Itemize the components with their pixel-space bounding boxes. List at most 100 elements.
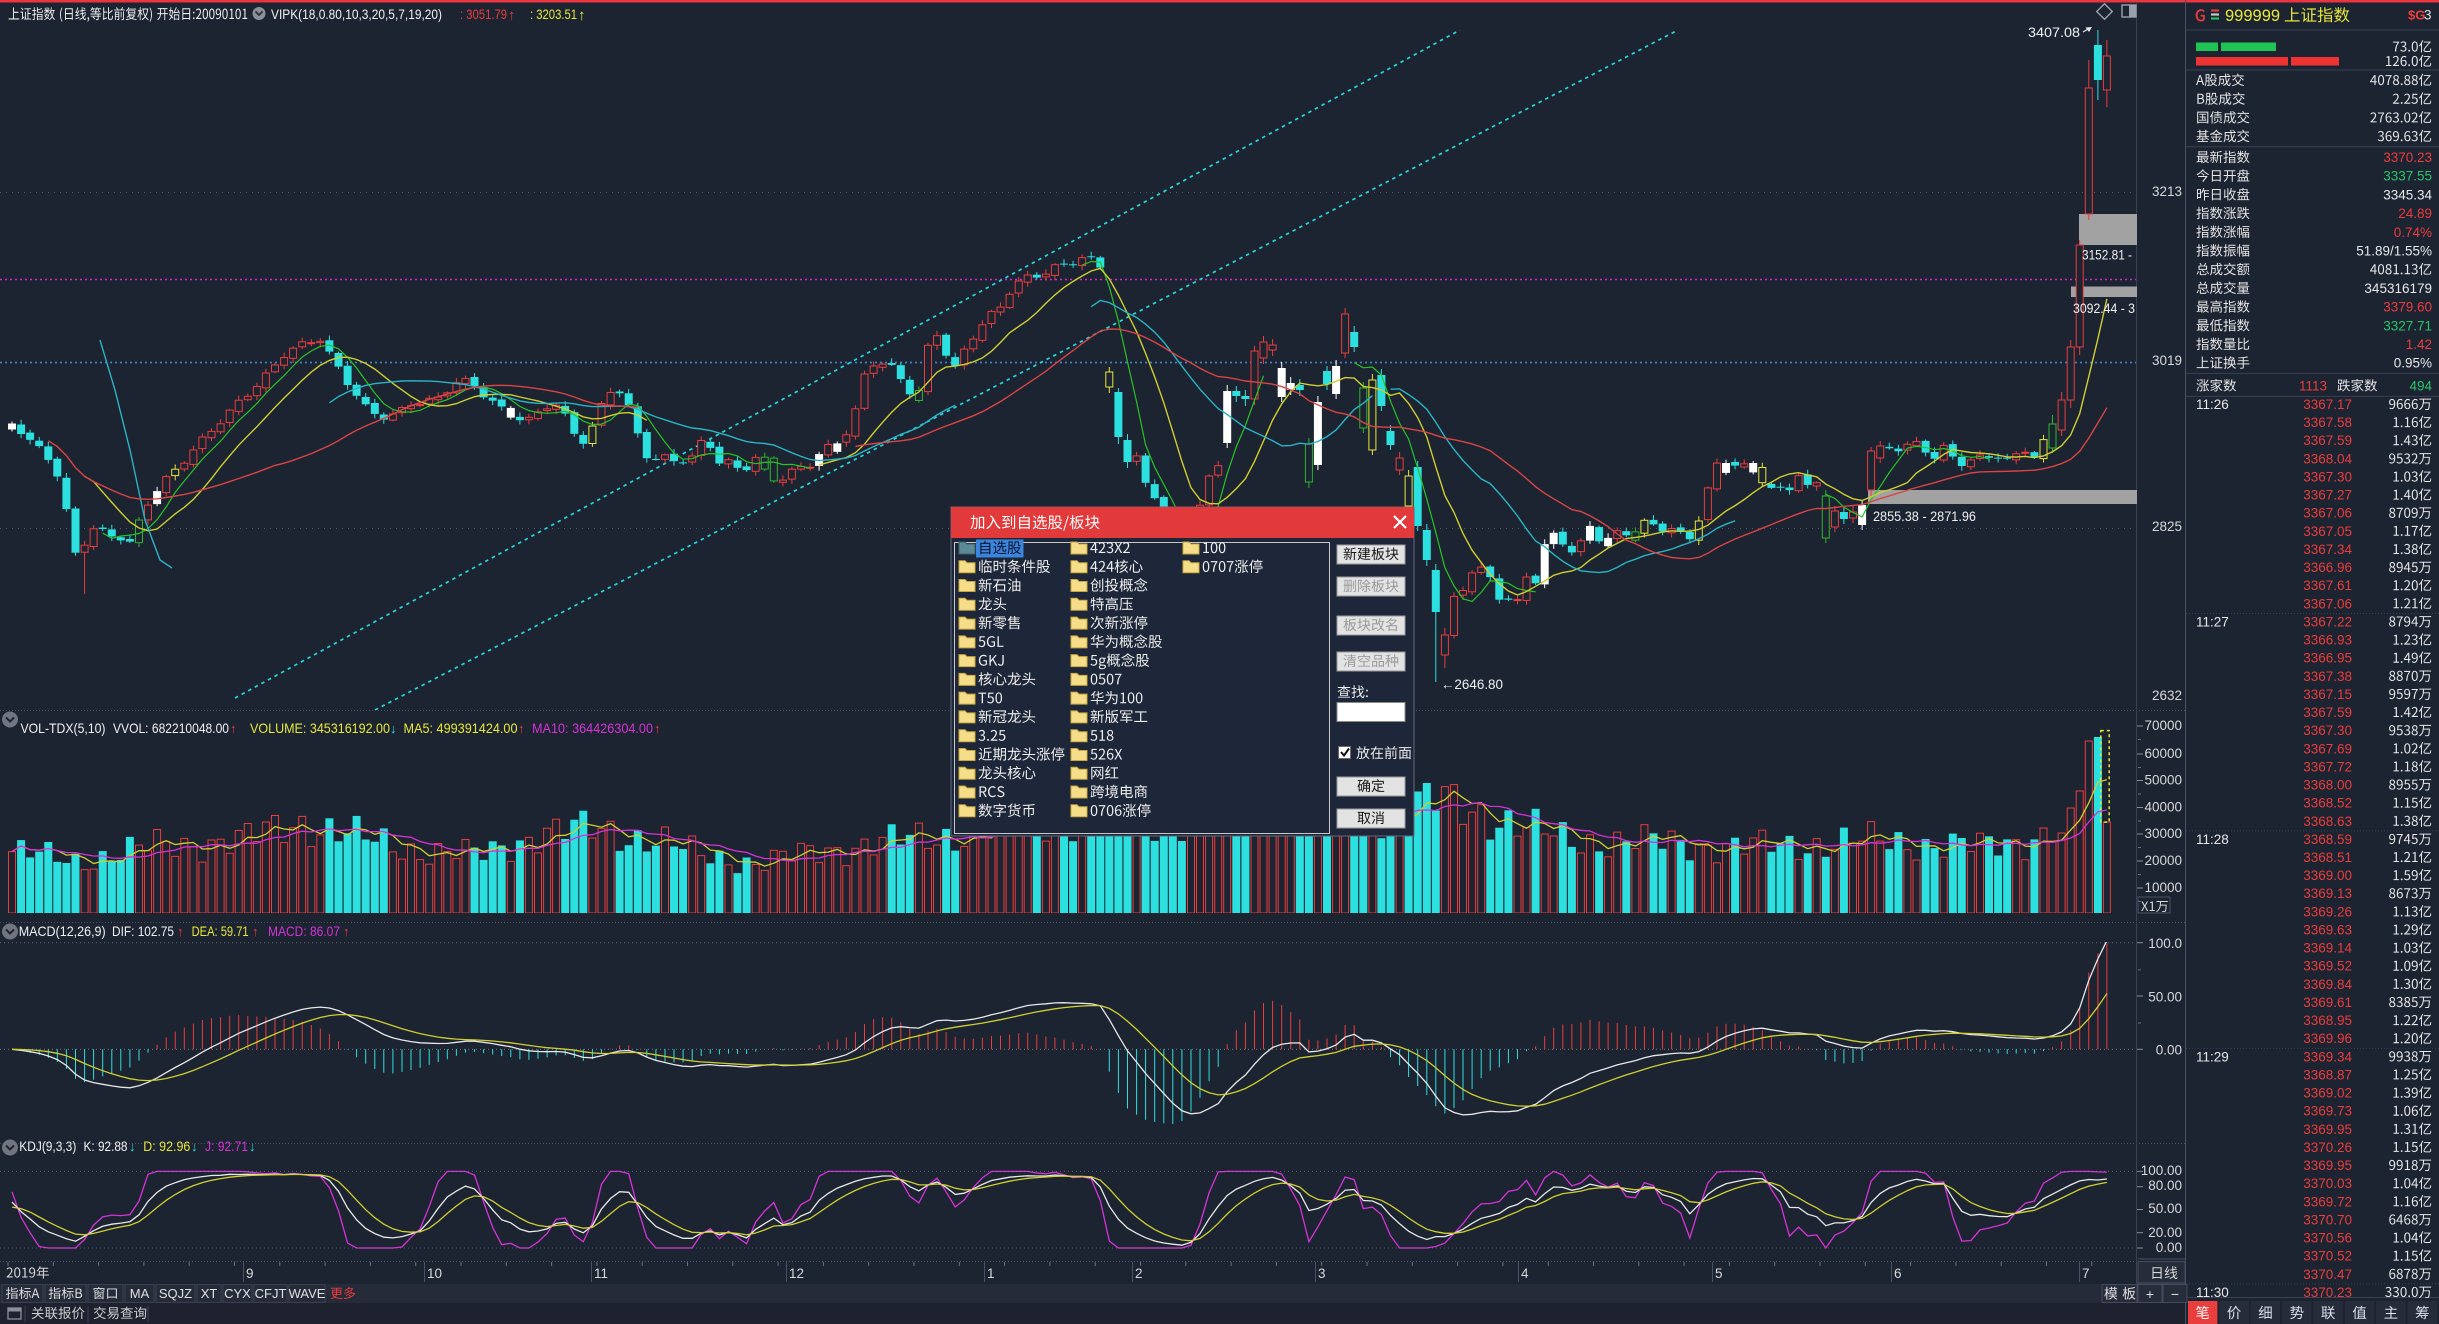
- svg-text:3370.56: 3370.56: [2303, 1231, 2352, 1246]
- svg-text:MA5: 499391424.00: MA5: 499391424.00: [404, 720, 518, 736]
- svg-text:3368.51: 3368.51: [2303, 850, 2352, 865]
- svg-text:3369.34: 3369.34: [2303, 1049, 2352, 1064]
- svg-text:$G: $G: [2408, 8, 2425, 23]
- svg-text:3367.59: 3367.59: [2303, 705, 2352, 720]
- svg-text:3370.23: 3370.23: [2383, 150, 2432, 165]
- svg-text:↑: ↑: [578, 7, 586, 24]
- svg-text:50.00: 50.00: [2148, 990, 2182, 1005]
- svg-text:100.00: 100.00: [2141, 1163, 2182, 1178]
- svg-text:2855.38 - 2871.96: 2855.38 - 2871.96: [1873, 509, 1976, 524]
- svg-text:11:26: 11:26: [2196, 397, 2229, 412]
- svg-text:3368.59: 3368.59: [2303, 832, 2352, 847]
- svg-text:11:30: 11:30: [2196, 1285, 2229, 1300]
- svg-text:3369.26: 3369.26: [2303, 904, 2352, 919]
- svg-text:3367.06: 3367.06: [2303, 506, 2352, 521]
- svg-text:3213: 3213: [2152, 184, 2182, 199]
- svg-text:11:28: 11:28: [2196, 832, 2229, 847]
- svg-text:↑: ↑: [252, 924, 259, 939]
- svg-text:KDJ(9,3,3): KDJ(9,3,3): [19, 1138, 76, 1154]
- svg-text:51.89/1.55%: 51.89/1.55%: [2356, 244, 2432, 259]
- svg-text:10: 10: [427, 1266, 442, 1281]
- svg-text:VIPK(18,0.80,10,3,20,5,7,19,20: VIPK(18,0.80,10,3,20,5,7,19,20): [271, 6, 442, 22]
- svg-text:3368.00: 3368.00: [2303, 778, 2352, 793]
- svg-text:3369.02: 3369.02: [2303, 1086, 2352, 1101]
- svg-text:↑: ↑: [343, 924, 350, 939]
- svg-text:J: 92.71: J: 92.71: [205, 1138, 248, 1154]
- svg-text:3370.70: 3370.70: [2303, 1212, 2352, 1227]
- svg-text:3367.30: 3367.30: [2303, 723, 2352, 738]
- svg-text:3366.95: 3366.95: [2303, 651, 2352, 666]
- svg-text:↑: ↑: [518, 721, 525, 736]
- svg-text:3337.55: 3337.55: [2383, 169, 2432, 184]
- svg-text:↓: ↓: [129, 1139, 136, 1154]
- svg-text:2632: 2632: [2152, 688, 2182, 703]
- svg-text:D: 92.96: D: 92.96: [143, 1138, 190, 1154]
- svg-text:3370.26: 3370.26: [2303, 1140, 2352, 1155]
- svg-text:SQJZ: SQJZ: [159, 1286, 192, 1301]
- svg-text:VOLUME: 345316192.00: VOLUME: 345316192.00: [250, 720, 390, 736]
- svg-text:↓: ↓: [191, 1139, 198, 1154]
- svg-text:3345.34: 3345.34: [2383, 187, 2432, 202]
- svg-text:3369.72: 3369.72: [2303, 1194, 2352, 1209]
- svg-text:3366.93: 3366.93: [2303, 633, 2352, 648]
- svg-text:9: 9: [246, 1266, 254, 1281]
- svg-text:1: 1: [987, 1266, 995, 1281]
- svg-text:↑: ↑: [508, 7, 516, 24]
- svg-text:3367.05: 3367.05: [2303, 524, 2352, 539]
- svg-text:3369.63: 3369.63: [2303, 922, 2352, 937]
- svg-text:12: 12: [789, 1266, 804, 1281]
- svg-text:3368.95: 3368.95: [2303, 1013, 2352, 1028]
- svg-text:3367.06: 3367.06: [2303, 596, 2352, 611]
- svg-text:60000: 60000: [2144, 746, 2182, 761]
- svg-text:7: 7: [2082, 1266, 2090, 1281]
- svg-text:3367.27: 3367.27: [2303, 488, 2352, 503]
- svg-text:3019: 3019: [2152, 353, 2182, 368]
- svg-text:↓: ↓: [390, 721, 397, 736]
- svg-text:3370.23: 3370.23: [2303, 1285, 2352, 1300]
- svg-text:VVOL: 682210048.00: VVOL: 682210048.00: [113, 720, 229, 736]
- svg-text:3369.96: 3369.96: [2303, 1031, 2352, 1046]
- svg-text:2: 2: [1135, 1266, 1143, 1281]
- svg-text:0.74%: 0.74%: [2394, 225, 2432, 240]
- svg-text:24.89: 24.89: [2398, 206, 2432, 221]
- svg-text:3367.38: 3367.38: [2303, 669, 2352, 684]
- svg-text:2825: 2825: [2152, 519, 2182, 534]
- svg-text:3368.63: 3368.63: [2303, 814, 2352, 829]
- svg-text:3369.52: 3369.52: [2303, 959, 2352, 974]
- svg-text:DEA: 59.71: DEA: 59.71: [192, 923, 249, 939]
- svg-text:3366.96: 3366.96: [2303, 560, 2352, 575]
- svg-text:3367.17: 3367.17: [2303, 397, 2352, 412]
- svg-text:3367.59: 3367.59: [2303, 433, 2352, 448]
- svg-text:↓: ↓: [249, 1139, 256, 1154]
- svg-text:3370.03: 3370.03: [2303, 1176, 2352, 1191]
- svg-text:: 3203.51: : 3203.51: [530, 6, 577, 22]
- svg-text:3367.72: 3367.72: [2303, 759, 2352, 774]
- svg-text:10000: 10000: [2144, 880, 2182, 895]
- svg-text:3367.69: 3367.69: [2303, 741, 2352, 756]
- svg-text:3367.58: 3367.58: [2303, 415, 2352, 430]
- svg-text:−: −: [2171, 1286, 2179, 1302]
- svg-text:0.95%: 0.95%: [2394, 356, 2432, 371]
- svg-text:80.00: 80.00: [2148, 1178, 2182, 1193]
- svg-text:20000: 20000: [2144, 853, 2182, 868]
- svg-text:DIF: 102.75: DIF: 102.75: [112, 923, 174, 939]
- svg-text:999999: 999999: [2225, 7, 2280, 25]
- svg-text:3369.14: 3369.14: [2303, 941, 2352, 956]
- svg-text:: 3051.79: : 3051.79: [460, 6, 507, 22]
- svg-text:↑: ↑: [177, 924, 184, 939]
- svg-text:↑: ↑: [230, 721, 237, 736]
- svg-text:6: 6: [1894, 1266, 1902, 1281]
- svg-text:1113: 1113: [2299, 378, 2327, 393]
- svg-text:50.00: 50.00: [2148, 1201, 2182, 1216]
- svg-text:3327.71: 3327.71: [2383, 318, 2432, 333]
- svg-text:5: 5: [1715, 1266, 1723, 1281]
- svg-text:40000: 40000: [2144, 800, 2182, 815]
- svg-text:30000: 30000: [2144, 826, 2182, 841]
- svg-text:3368.87: 3368.87: [2303, 1067, 2352, 1082]
- svg-text:3370.47: 3370.47: [2303, 1267, 2352, 1282]
- svg-text:3368.04: 3368.04: [2303, 451, 2352, 466]
- svg-text:11: 11: [594, 1266, 608, 1281]
- svg-text:←2646.80: ←2646.80: [1441, 677, 1503, 692]
- svg-text:3369.73: 3369.73: [2303, 1104, 2352, 1119]
- svg-text:494: 494: [2409, 378, 2432, 393]
